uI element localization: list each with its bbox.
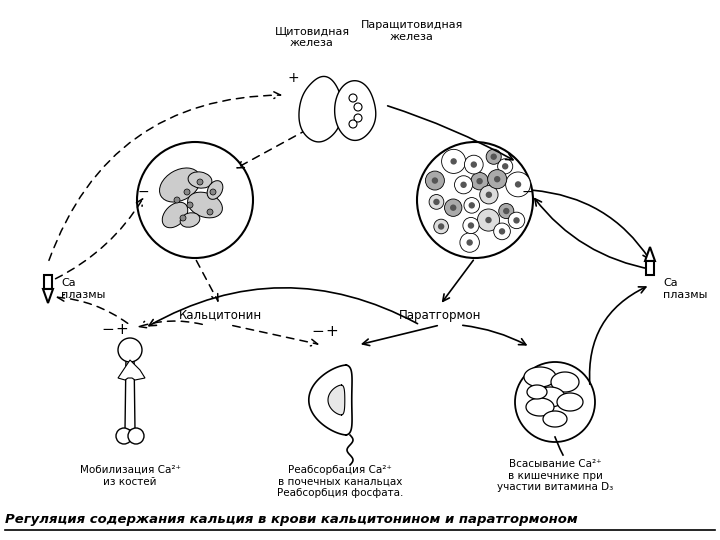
Polygon shape — [524, 367, 556, 387]
Text: +: + — [116, 322, 128, 338]
Circle shape — [349, 94, 357, 102]
Circle shape — [463, 218, 479, 234]
Circle shape — [426, 171, 444, 190]
Polygon shape — [44, 275, 52, 289]
Text: −: − — [521, 185, 533, 199]
Text: Са
плазмы: Са плазмы — [61, 278, 105, 300]
Circle shape — [477, 209, 500, 231]
Ellipse shape — [207, 181, 223, 199]
Circle shape — [349, 120, 357, 128]
Circle shape — [498, 159, 513, 174]
Polygon shape — [309, 365, 352, 435]
Text: Паращитовидная
железа: Паращитовидная железа — [361, 21, 463, 42]
Circle shape — [116, 428, 132, 444]
Circle shape — [464, 198, 480, 213]
Circle shape — [500, 229, 505, 234]
Circle shape — [444, 199, 462, 217]
Ellipse shape — [188, 192, 222, 218]
Text: Всасывание Са²⁺
в кишечнике при
участии витамина D₃: Всасывание Са²⁺ в кишечнике при участии … — [497, 459, 613, 492]
Text: Реабсорбация Са²⁺
в почечных канальцах
Реабсорбция фосфата.: Реабсорбация Са²⁺ в почечных канальцах Р… — [276, 465, 403, 498]
Text: +: + — [346, 91, 358, 105]
Circle shape — [516, 182, 521, 187]
Text: −: − — [312, 325, 325, 340]
Ellipse shape — [162, 202, 188, 228]
Polygon shape — [299, 77, 343, 142]
Text: −: − — [138, 185, 149, 199]
Circle shape — [480, 186, 498, 204]
Circle shape — [471, 172, 488, 190]
Circle shape — [434, 199, 439, 205]
Polygon shape — [118, 360, 145, 380]
Circle shape — [503, 164, 508, 169]
Circle shape — [515, 362, 595, 442]
Circle shape — [434, 219, 449, 234]
Circle shape — [174, 197, 180, 203]
Circle shape — [499, 204, 514, 219]
Polygon shape — [526, 398, 554, 416]
Circle shape — [505, 172, 531, 197]
Ellipse shape — [160, 168, 200, 202]
Text: Кальцитонин: Кальцитонин — [179, 308, 261, 321]
Circle shape — [210, 189, 216, 195]
Circle shape — [486, 218, 491, 222]
Circle shape — [487, 170, 507, 189]
Circle shape — [461, 183, 466, 187]
Text: +: + — [325, 325, 338, 340]
Ellipse shape — [180, 213, 200, 227]
Text: Щитовидная
железа: Щитовидная железа — [274, 26, 350, 48]
Polygon shape — [557, 393, 583, 411]
Circle shape — [454, 176, 472, 194]
Circle shape — [433, 178, 438, 183]
Circle shape — [486, 149, 501, 164]
Circle shape — [495, 177, 500, 181]
Circle shape — [441, 150, 466, 173]
Circle shape — [118, 338, 142, 362]
Circle shape — [508, 212, 525, 228]
Polygon shape — [328, 385, 345, 415]
Ellipse shape — [188, 172, 212, 188]
Circle shape — [467, 240, 472, 245]
Polygon shape — [543, 411, 567, 427]
Circle shape — [460, 233, 480, 252]
Polygon shape — [43, 289, 53, 303]
Polygon shape — [551, 372, 579, 392]
Circle shape — [469, 223, 474, 228]
Polygon shape — [332, 102, 348, 118]
Text: +: + — [287, 71, 299, 85]
Polygon shape — [125, 355, 135, 430]
Circle shape — [504, 208, 509, 213]
Circle shape — [514, 218, 519, 223]
Circle shape — [429, 194, 444, 210]
Circle shape — [477, 179, 482, 184]
Text: −: − — [102, 322, 114, 338]
Circle shape — [197, 179, 203, 185]
Circle shape — [137, 142, 253, 258]
Circle shape — [417, 142, 533, 258]
Circle shape — [207, 209, 213, 215]
Polygon shape — [535, 387, 565, 407]
Circle shape — [491, 154, 496, 159]
Circle shape — [464, 155, 483, 174]
Circle shape — [187, 202, 193, 208]
Circle shape — [354, 114, 362, 122]
Text: Паратгормон: Паратгормон — [399, 308, 481, 321]
Circle shape — [469, 203, 474, 208]
Polygon shape — [646, 261, 654, 275]
Text: Мобилизация Са²⁺
из костей: Мобилизация Са²⁺ из костей — [79, 465, 181, 487]
Circle shape — [494, 223, 510, 240]
Circle shape — [472, 162, 477, 167]
Polygon shape — [645, 247, 655, 261]
Circle shape — [354, 103, 362, 111]
Circle shape — [487, 192, 491, 197]
Circle shape — [451, 159, 456, 164]
Polygon shape — [527, 385, 547, 399]
Circle shape — [184, 189, 190, 195]
Circle shape — [438, 224, 444, 229]
Circle shape — [128, 428, 144, 444]
Text: Регуляция содержания кальция в крови кальцитонином и паратгормоном: Регуляция содержания кальция в крови кал… — [5, 513, 577, 526]
Circle shape — [180, 215, 186, 221]
Circle shape — [451, 205, 456, 210]
Polygon shape — [335, 80, 376, 140]
Text: Са
плазмы: Са плазмы — [663, 278, 707, 300]
